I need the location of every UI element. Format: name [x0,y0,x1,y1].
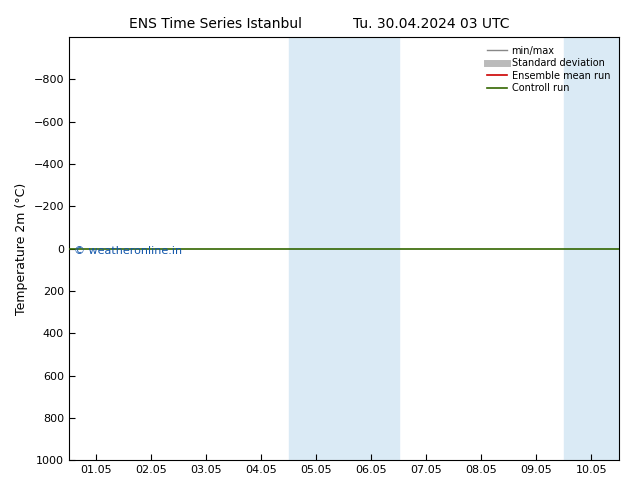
Text: © weatheronline.in: © weatheronline.in [74,246,183,256]
Text: Tu. 30.04.2024 03 UTC: Tu. 30.04.2024 03 UTC [353,17,509,31]
Bar [289,37,399,460]
Legend: min/max, Standard deviation, Ensemble mean run, Controll run: min/max, Standard deviation, Ensemble me… [484,42,614,97]
Text: ENS Time Series Istanbul: ENS Time Series Istanbul [129,17,302,31]
Y-axis label: Temperature 2m (°C): Temperature 2m (°C) [15,182,28,315]
Bar [564,37,634,460]
